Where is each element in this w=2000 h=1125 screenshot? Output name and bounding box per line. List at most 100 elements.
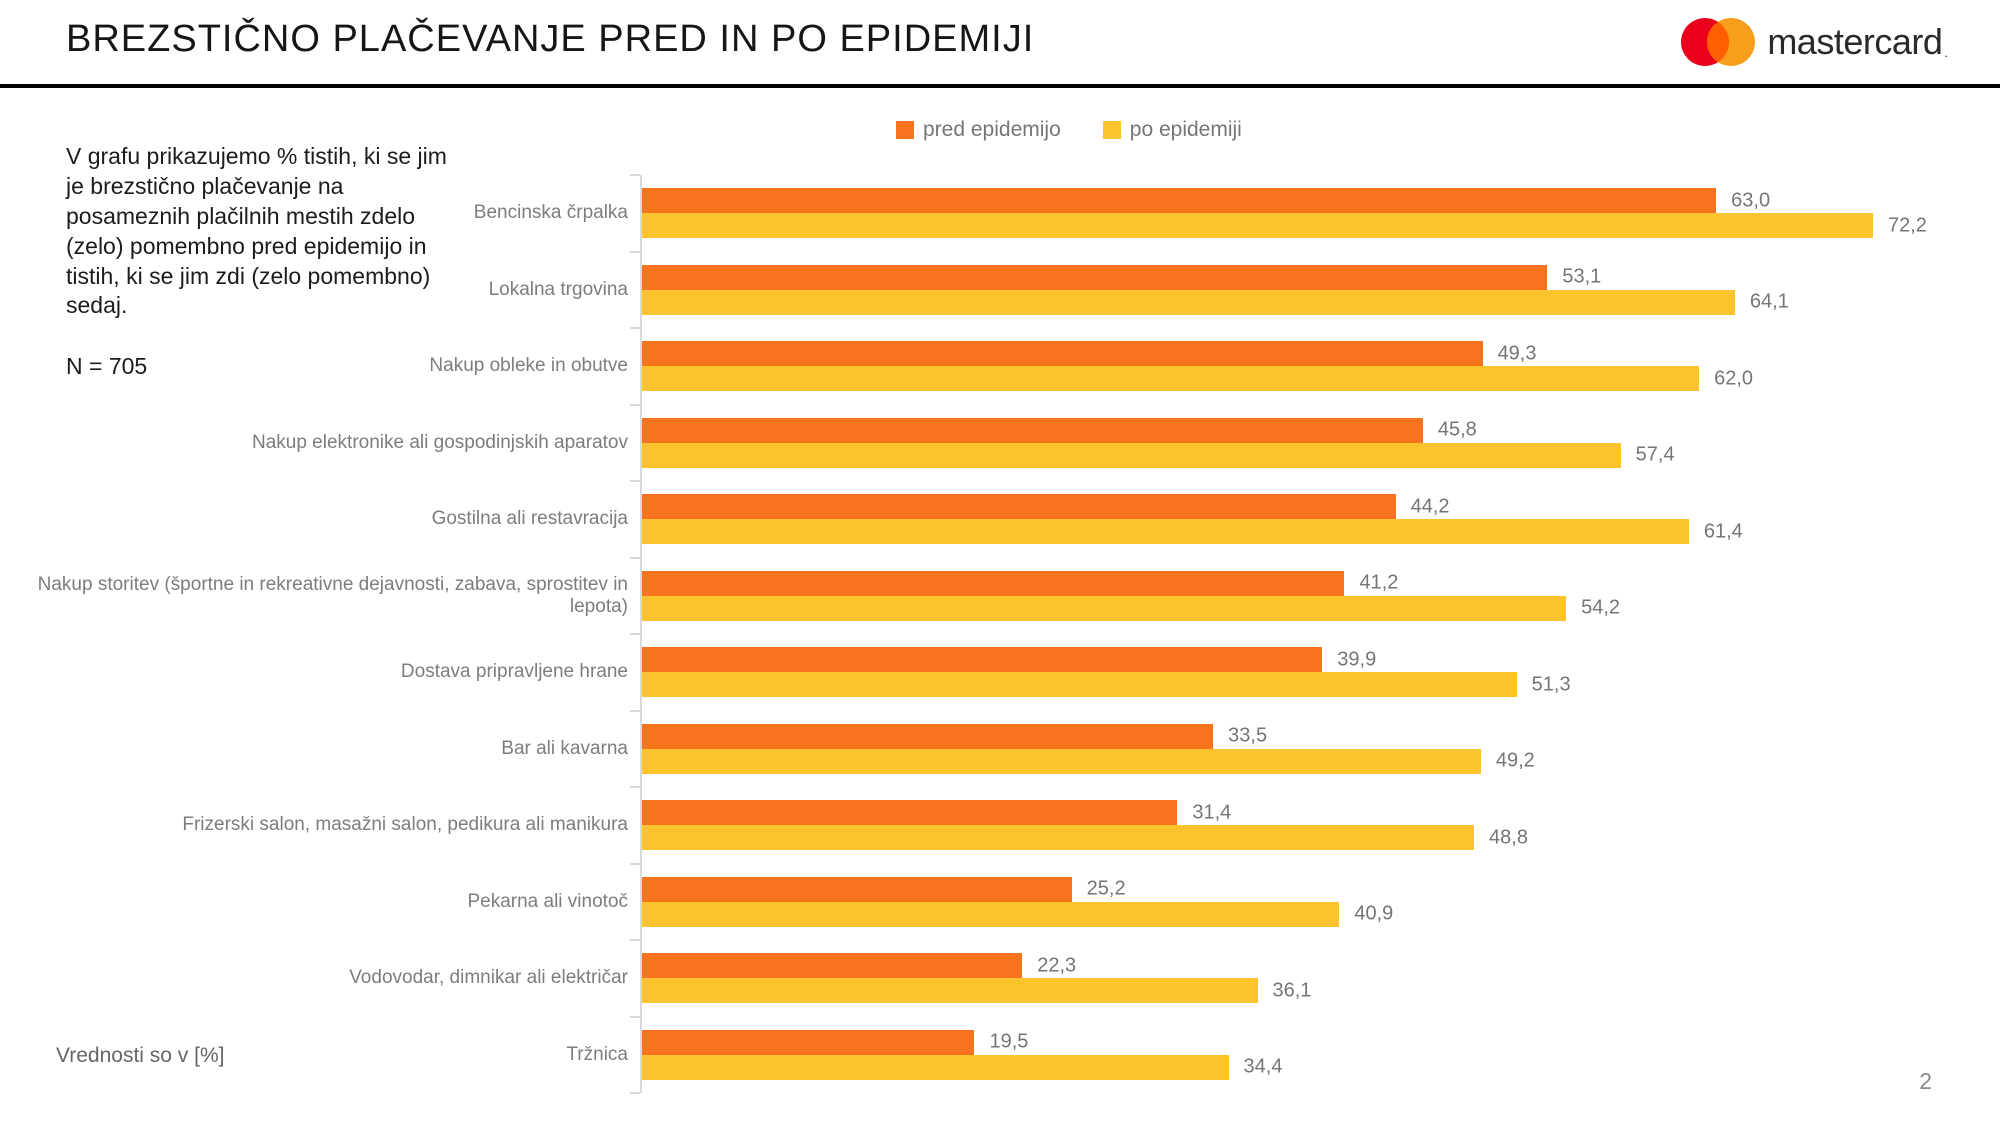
bar-pred-epidemijo: 22,3 <box>642 953 1076 978</box>
category-label: Vodovodar, dimnikar ali električar <box>349 967 628 989</box>
value-label: 48,8 <box>1489 826 1528 848</box>
mastercard-trademark: . <box>1944 45 1948 60</box>
bar-group: 44,2 61,4 <box>642 481 1962 558</box>
bar-pred-epidemijo: 45,8 <box>642 417 1477 443</box>
value-label: 36,1 <box>1272 979 1312 1001</box>
value-label: 64,1 <box>1749 290 1789 313</box>
bar-po-epidemiji: 48,8 <box>642 825 1528 850</box>
y-axis-line <box>640 175 642 1093</box>
value-label: 19,5 <box>989 1030 1029 1053</box>
mastercard-logo: mastercard . <box>1679 12 1948 72</box>
value-label: 41,2 <box>1359 571 1399 594</box>
bar-po-epidemiji: 57,4 <box>642 442 1675 468</box>
header: BREZSTIČNO PLAČEVANJE PRED IN PO EPIDEMI… <box>0 0 2000 84</box>
bar-group: 53,1 64,1 <box>642 252 1962 329</box>
axis-tick <box>630 633 640 635</box>
bar-po-epidemiji: 72,2 <box>642 213 1927 238</box>
bar-group: 25,2 40,9 <box>642 864 1962 941</box>
axis-tick <box>630 862 640 865</box>
value-label: 40,9 <box>1354 902 1394 925</box>
value-label: 31,4 <box>1192 801 1232 823</box>
axis-tick <box>630 250 640 253</box>
legend-item-pred: pred epidemijo <box>896 118 1061 142</box>
category-label: Gostilna ali restavracija <box>431 508 628 530</box>
bar-group: 39,9 51,3 <box>642 634 1962 711</box>
axis-tick <box>630 1015 640 1018</box>
category-label: Frizerski salon, masažni salon, pedikura… <box>182 814 628 836</box>
units-note: Vrednosti so v [%] <box>56 1044 225 1067</box>
category-label: Tržnica <box>566 1043 628 1065</box>
value-label: 49,2 <box>1495 749 1535 772</box>
bar-pred-epidemijo: 63,0 <box>642 188 1770 213</box>
category-label: Pekarna ali vinotoč <box>467 890 628 912</box>
bar-pred-epidemijo: 49,3 <box>642 341 1537 366</box>
category-label: Nakup obleke in obutve <box>429 355 628 377</box>
axis-tick <box>630 480 640 482</box>
category-label: Bar ali kavarna <box>501 737 628 759</box>
value-label: 54,2 <box>1581 596 1621 619</box>
intro-block: V grafu prikazujemo % tistih, ki se jim … <box>66 142 448 380</box>
value-label: 63,0 <box>1731 189 1771 211</box>
legend-label-po: po epidemiji <box>1129 118 1242 141</box>
value-label: 33,5 <box>1228 724 1268 747</box>
bar-pred-epidemijo: 25,2 <box>642 876 1126 902</box>
bar-pred-epidemijo: 33,5 <box>642 723 1267 749</box>
category-label: Lokalna trgovina <box>488 278 628 300</box>
value-label: 39,9 <box>1337 648 1377 670</box>
legend-label-pred: pred epidemijo <box>923 118 1061 141</box>
legend-swatch-pred-icon <box>896 121 914 139</box>
value-label: 62,0 <box>1714 367 1754 389</box>
category-label: Nakup storitev (športne in rekreativne d… <box>37 573 628 617</box>
mc-circle-overlap <box>1707 21 1730 63</box>
intro-paragraph: V grafu prikazujemo % tistih, ki se jim … <box>66 143 447 319</box>
bar-po-epidemiji: 40,9 <box>642 901 1393 927</box>
category-label: Bencinska črpalka <box>473 202 628 224</box>
bar-po-epidemiji: 54,2 <box>642 595 1620 621</box>
bar-group: 63,0 72,2 <box>642 175 1962 252</box>
bar-group: 41,2 54,2 <box>642 558 1962 635</box>
bar-chart-plot: 63,0 72,2 53,1 64,1 49,3 62,0 45,8 57,4 44,2 61,4… <box>630 174 1962 1094</box>
axis-tick <box>630 786 640 788</box>
bar-pred-epidemijo: 31,4 <box>642 800 1231 825</box>
value-label: 61,4 <box>1703 520 1743 542</box>
axis-tick <box>630 556 640 559</box>
value-label: 72,2 <box>1888 214 1927 236</box>
axis-tick <box>630 403 640 406</box>
bar-po-epidemiji: 49,2 <box>642 748 1535 774</box>
page-number: 2 <box>1919 1068 1932 1094</box>
bar-group: 22,3 36,1 <box>642 940 1962 1017</box>
value-label: 22,3 <box>1037 954 1077 976</box>
bar-pred-epidemijo: 41,2 <box>642 570 1398 596</box>
bar-pred-epidemijo: 19,5 <box>642 1029 1028 1055</box>
mastercard-circles-icon <box>1681 18 1756 66</box>
axis-tick <box>630 709 640 712</box>
value-label: 34,4 <box>1243 1055 1283 1078</box>
sample-size: N = 705 <box>66 353 148 380</box>
value-label: 51,3 <box>1531 673 1571 695</box>
axis-tick <box>630 1092 640 1094</box>
axis-tick <box>630 939 640 941</box>
value-label: 53,1 <box>1562 265 1602 288</box>
bar-pred-epidemijo: 53,1 <box>642 264 1601 290</box>
chart-legend: pred epidemijo po epidemiji <box>896 118 1242 142</box>
bar-pred-epidemijo: 39,9 <box>642 647 1376 672</box>
value-label: 45,8 <box>1437 418 1477 441</box>
bar-po-epidemiji: 51,3 <box>642 672 1571 697</box>
bar-po-epidemiji: 34,4 <box>642 1054 1282 1080</box>
page-title: BREZSTIČNO PLAČEVANJE PRED IN PO EPIDEMI… <box>66 18 1035 60</box>
bar-po-epidemiji: 36,1 <box>642 978 1311 1003</box>
bar-po-epidemiji: 61,4 <box>642 519 1743 544</box>
axis-tick <box>630 327 640 329</box>
value-label: 44,2 <box>1410 495 1450 517</box>
bar-po-epidemiji: 64,1 <box>642 289 1789 315</box>
mastercard-wordmark: mastercard <box>1767 21 1943 62</box>
legend-swatch-po-icon <box>1102 121 1121 139</box>
category-label: Nakup elektronike ali gospodinjskih apar… <box>251 431 628 453</box>
bar-pred-epidemijo: 44,2 <box>642 494 1450 519</box>
axis-tick <box>630 174 640 176</box>
bar-group: 19,5 34,4 <box>642 1017 1962 1094</box>
category-label: Dostava pripravljene hrane <box>400 661 628 683</box>
bar-group: 45,8 57,4 <box>642 405 1962 482</box>
bar-group: 31,4 48,8 <box>642 787 1962 864</box>
